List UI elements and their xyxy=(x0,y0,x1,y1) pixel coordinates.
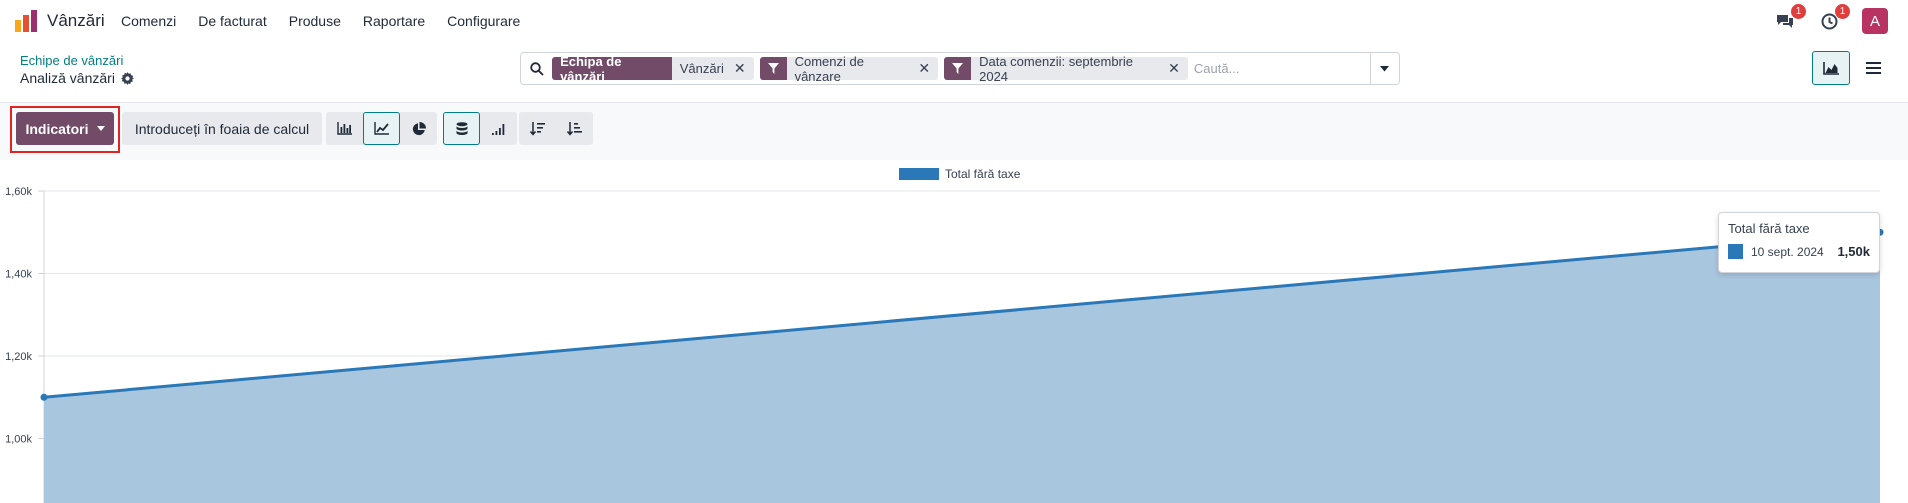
graph-chart[interactable]: 1,00k 1,20k 1,40k 1,60k xyxy=(0,160,1908,503)
chart-series xyxy=(40,228,1884,503)
area-fill xyxy=(44,232,1880,503)
chart-tooltip: Total fără taxe 10 sept. 2024 1,50k xyxy=(1718,212,1880,273)
menu-item-products[interactable]: Produse xyxy=(288,13,341,29)
tooltip-label: 10 sept. 2024 xyxy=(1751,244,1824,259)
facet-filter-sales-orders: Comenzi de vânzare ✕ xyxy=(759,54,939,84)
data-point xyxy=(40,393,48,401)
pie-chart-button[interactable] xyxy=(400,112,437,145)
app-name[interactable]: Vânzări xyxy=(47,11,105,30)
messages-badge: 1 xyxy=(1791,4,1806,19)
y-tick-label: 1,20k xyxy=(5,351,32,363)
caret-down-icon xyxy=(1380,65,1390,71)
facet-value: Vânzări xyxy=(679,61,724,76)
user-avatar[interactable]: A xyxy=(1862,8,1888,34)
chat-icon xyxy=(1777,15,1793,28)
search-button[interactable] xyxy=(521,61,552,76)
menu-item-to-invoice[interactable]: De facturat xyxy=(198,13,267,29)
remove-facet-close-icon[interactable]: ✕ xyxy=(1168,60,1180,76)
legend-label: Total fără taxe xyxy=(945,167,1021,181)
facet-groupby-sales-team: Echipa de vânzări Vânzări ✕ xyxy=(552,54,754,84)
line-chart-button[interactable] xyxy=(363,112,400,145)
filter-icon xyxy=(952,63,964,74)
y-tick-label: 1,60k xyxy=(5,186,32,198)
highlight-box xyxy=(10,106,120,153)
sales-app-logo-icon[interactable] xyxy=(14,10,38,32)
caret-down-icon xyxy=(96,126,105,131)
bar-chart-button[interactable] xyxy=(326,112,363,145)
gear-icon[interactable] xyxy=(120,71,134,85)
y-tick-label: 1,40k xyxy=(5,269,32,281)
tooltip-value: 1,50k xyxy=(1837,244,1870,259)
list-icon xyxy=(1865,62,1881,74)
tooltip-title: Total fără taxe xyxy=(1728,221,1810,236)
area-chart-icon xyxy=(1823,61,1839,75)
messages-button[interactable]: 1 xyxy=(1774,4,1806,32)
pie-chart-icon xyxy=(412,121,426,135)
sort-amount-up-icon xyxy=(567,121,582,136)
cumulative-button[interactable] xyxy=(480,112,517,145)
sort-descending-button[interactable] xyxy=(519,112,556,145)
chart-type-group xyxy=(326,112,437,145)
page-title: Analiză vânzări xyxy=(20,70,115,86)
activities-badge: 1 xyxy=(1835,4,1850,19)
y-axis: 1,00k 1,20k 1,40k 1,60k xyxy=(5,186,45,503)
sort-amount-down-icon xyxy=(530,121,545,136)
y-tick-label: 1,00k xyxy=(5,434,32,446)
filter-icon-wrap xyxy=(759,57,787,80)
facet-value-wrap: Data comenzii: septembrie 2024 ✕ xyxy=(971,54,1188,84)
line-chart-icon xyxy=(374,122,389,135)
tooltip-row: 10 sept. 2024 1,50k xyxy=(1728,244,1870,259)
filter-icon-wrap xyxy=(944,57,972,80)
chart-legend[interactable]: Total fără taxe xyxy=(899,167,1020,181)
tooltip-swatch xyxy=(1728,244,1743,259)
menu-item-orders[interactable]: Comenzi xyxy=(121,13,177,29)
search-icon xyxy=(529,61,544,76)
bar-chart-icon xyxy=(337,122,352,135)
facet-value-wrap: Vânzări ✕ xyxy=(671,57,754,80)
view-switcher xyxy=(1812,51,1892,85)
systray: 1 1 A xyxy=(1774,4,1888,34)
list-view-button[interactable] xyxy=(1854,51,1892,85)
search-bar: Echipa de vânzări Vânzări ✕ Comenzi de v… xyxy=(520,52,1400,85)
menu-item-reporting[interactable]: Raportare xyxy=(362,13,426,29)
series-line xyxy=(43,230,1881,399)
breadcrumb-current: Analiză vânzări xyxy=(20,70,134,86)
facet-label: Echipa de vânzări xyxy=(552,54,672,84)
sort-group xyxy=(519,112,593,145)
menu-item-configuration[interactable]: Configurare xyxy=(447,13,521,29)
remove-facet-close-icon[interactable]: ✕ xyxy=(733,60,746,76)
top-navbar: Vânzări Comenzi De facturat Produse Rapo… xyxy=(0,0,1908,43)
breadcrumb-parent[interactable]: Echipe de vânzări xyxy=(20,53,124,68)
facet-value-wrap: Comenzi de vânzare ✕ xyxy=(786,54,939,84)
insert-in-spreadsheet-button[interactable]: Introduceți în foaia de calcul xyxy=(122,112,322,145)
search-input[interactable] xyxy=(1193,54,1370,83)
facet-value: Comenzi de vânzare xyxy=(794,53,864,84)
search-options-toggle[interactable] xyxy=(1369,53,1399,84)
signal-bars-icon xyxy=(492,123,505,135)
main-menu: Comenzi De facturat Produse Raportare Co… xyxy=(121,13,520,29)
header-divider xyxy=(0,102,1908,103)
measures-label: Indicatori xyxy=(25,120,89,137)
filter-icon xyxy=(767,63,779,74)
chart-options-group xyxy=(443,112,517,145)
legend-swatch xyxy=(899,168,939,180)
sort-ascending-button[interactable] xyxy=(556,112,593,145)
measures-dropdown-button[interactable]: Indicatori xyxy=(16,112,114,145)
activities-button[interactable]: 1 xyxy=(1818,4,1850,32)
facet-value: Data comenzii: septembrie 2024 xyxy=(979,53,1134,84)
clock-icon xyxy=(1821,13,1837,29)
facet-filter-order-date: Data comenzii: septembrie 2024 ✕ xyxy=(944,54,1188,84)
stacked-button[interactable] xyxy=(443,112,480,145)
database-icon xyxy=(456,121,467,135)
remove-facet-close-icon[interactable]: ✕ xyxy=(918,60,931,76)
graph-view-button[interactable] xyxy=(1812,51,1850,85)
